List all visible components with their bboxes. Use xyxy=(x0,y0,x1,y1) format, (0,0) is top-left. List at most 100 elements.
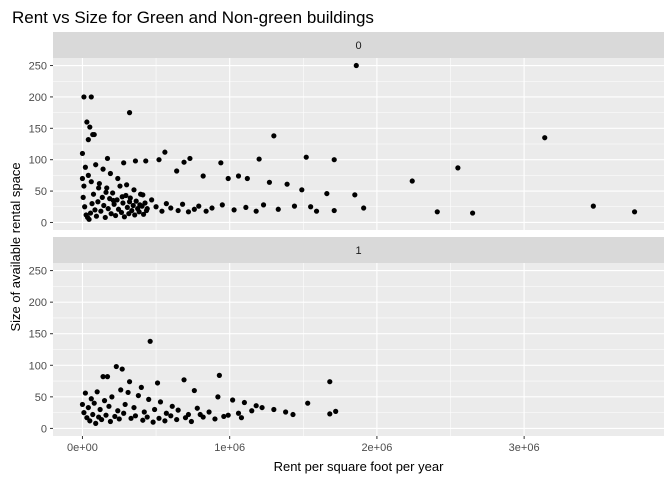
data-point xyxy=(216,372,222,378)
data-point xyxy=(93,420,99,426)
data-point xyxy=(88,179,94,185)
data-point xyxy=(102,214,108,221)
data-point xyxy=(86,216,92,222)
data-point xyxy=(283,409,289,415)
data-point xyxy=(284,181,290,187)
data-point xyxy=(90,131,96,138)
data-point xyxy=(109,394,115,400)
data-point xyxy=(127,195,133,201)
data-point xyxy=(94,389,100,395)
data-point xyxy=(303,154,309,160)
data-point xyxy=(275,206,281,212)
data-point xyxy=(80,194,86,200)
data-point xyxy=(131,187,137,193)
data-point xyxy=(96,180,102,187)
data-point xyxy=(93,162,99,168)
data-point xyxy=(187,155,193,162)
data-point xyxy=(93,213,100,219)
data-point xyxy=(218,160,224,166)
facet-panel-1: 1 0 50 100 150 200 250 xyxy=(29,237,664,436)
y-tick-label: 50 xyxy=(35,186,47,198)
data-point xyxy=(119,366,125,372)
data-point xyxy=(156,415,162,421)
data-point xyxy=(291,203,298,209)
data-point xyxy=(85,404,91,411)
data-point xyxy=(168,413,174,419)
data-point xyxy=(112,413,118,420)
data-point xyxy=(196,203,202,209)
data-point xyxy=(121,214,128,220)
data-point xyxy=(470,210,476,216)
data-point xyxy=(88,94,94,100)
data-point xyxy=(144,414,150,420)
data-point xyxy=(256,156,262,162)
data-point xyxy=(185,209,192,215)
data-point xyxy=(128,415,134,421)
data-point xyxy=(129,207,135,214)
data-point xyxy=(191,387,197,394)
data-point xyxy=(455,165,461,171)
x-tick-label: 3e+06 xyxy=(509,442,540,454)
facet-strip-0 xyxy=(53,32,664,58)
data-point xyxy=(82,204,88,210)
data-point xyxy=(157,399,164,405)
data-point xyxy=(225,175,231,182)
data-point xyxy=(324,190,330,197)
data-point xyxy=(162,418,168,424)
data-point xyxy=(101,202,107,209)
y-axis-ticks-0: 0 50 100 150 200 250 xyxy=(29,61,53,229)
data-point xyxy=(115,175,121,182)
data-point xyxy=(81,410,87,416)
data-point xyxy=(132,158,139,164)
data-point xyxy=(197,411,203,418)
data-point xyxy=(194,405,200,411)
data-point xyxy=(361,205,367,211)
data-point xyxy=(174,168,180,174)
data-point xyxy=(221,413,227,420)
y-tick-label: 200 xyxy=(29,297,47,309)
data-point xyxy=(200,173,206,179)
data-point xyxy=(266,179,273,185)
data-point xyxy=(241,399,247,406)
y-tick-label: 200 xyxy=(29,92,47,104)
data-point xyxy=(88,396,94,402)
data-point xyxy=(149,197,155,203)
data-point xyxy=(125,389,131,396)
minor-grid-0 xyxy=(53,58,664,230)
data-point xyxy=(140,417,146,423)
y-tick-label: 150 xyxy=(29,123,47,135)
y-tick-label: 0 xyxy=(41,217,47,229)
data-point xyxy=(118,209,125,216)
data-point xyxy=(206,409,212,415)
data-point xyxy=(333,408,339,414)
data-point xyxy=(98,208,104,214)
data-point xyxy=(104,155,111,162)
facet-strip-label-0: 0 xyxy=(355,40,361,52)
data-point xyxy=(327,379,333,385)
data-point xyxy=(118,387,124,393)
data-point xyxy=(163,201,169,207)
data-point xyxy=(79,401,86,408)
data-point xyxy=(353,62,359,69)
data-point xyxy=(85,172,91,178)
y-tick-label: 150 xyxy=(29,329,47,341)
data-point xyxy=(409,178,415,184)
data-point xyxy=(168,205,174,211)
data-point xyxy=(209,205,215,211)
y-axis-ticks-1: 0 50 100 150 200 250 xyxy=(29,266,53,435)
data-point xyxy=(121,410,127,416)
data-point xyxy=(97,406,103,413)
data-point xyxy=(130,202,136,209)
facet-panel-0: 0 0 50 100 150 200 250 xyxy=(29,32,664,230)
data-point xyxy=(253,208,259,214)
data-point xyxy=(89,201,95,207)
data-point xyxy=(225,412,231,418)
data-point xyxy=(146,396,152,402)
data-point xyxy=(126,379,133,385)
data-point xyxy=(235,173,242,179)
data-point xyxy=(108,211,114,217)
data-point xyxy=(542,135,548,141)
data-point xyxy=(138,384,144,390)
data-point xyxy=(82,164,88,170)
data-point xyxy=(249,408,255,414)
